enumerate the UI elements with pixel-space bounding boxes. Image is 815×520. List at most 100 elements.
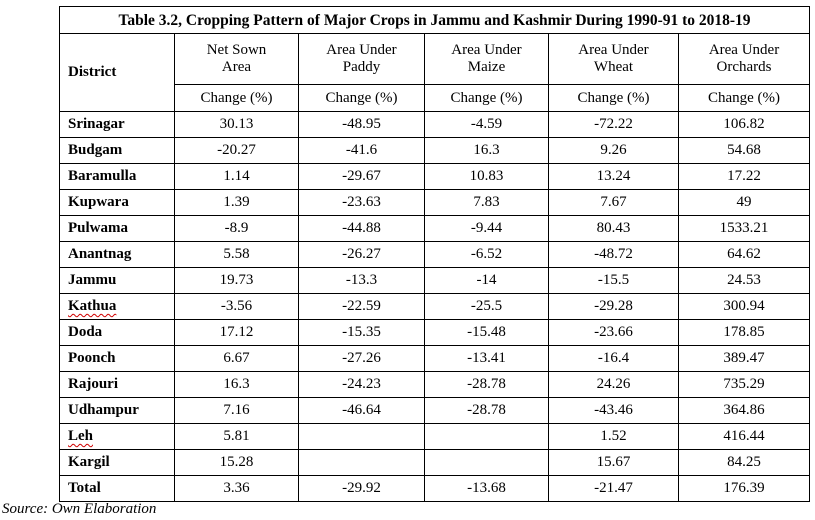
header-line: Maize	[467, 59, 506, 75]
value-cell: -15.48	[424, 319, 549, 346]
table-row: Anantnag 5.58 -26.27 -6.52 -48.72 64.62	[59, 241, 811, 268]
value-cell: 9.26	[548, 137, 679, 164]
value-cell: -28.78	[424, 397, 549, 424]
table-row: Doda 17.12 -15.35 -15.48 -23.66 178.85	[59, 319, 811, 346]
value-cell: -44.88	[298, 215, 425, 242]
value-cell	[424, 423, 549, 450]
header-line: Area Under	[708, 42, 780, 58]
value-cell: 15.28	[174, 449, 299, 476]
value-cell: 1.39	[174, 189, 299, 216]
table-row: Jammu 19.73 -13.3 -14 -15.5 24.53	[59, 267, 811, 294]
value-cell: 176.39	[677, 475, 811, 502]
value-cell: -15.35	[298, 319, 425, 346]
header-line: Orchards	[716, 59, 772, 75]
district-label: Anantnag	[68, 246, 132, 262]
value-cell: 49	[677, 189, 811, 216]
table-row: Udhampur 7.16 -46.64 -28.78 -43.46 364.86	[59, 397, 811, 424]
value-cell: 735.29	[677, 371, 811, 398]
value-cell: 17.12	[174, 319, 299, 346]
header-line: Area	[221, 59, 252, 75]
value-cell: -13.41	[424, 345, 549, 372]
header-line: Area Under	[578, 42, 649, 58]
value-cell: 364.86	[677, 397, 811, 424]
value-cell: -28.78	[424, 371, 549, 398]
value-cell: 17.22	[677, 163, 811, 190]
value-cell: 54.68	[677, 137, 811, 164]
value-cell: 1.14	[174, 163, 299, 190]
value-cell: -13.68	[424, 475, 549, 502]
value-cell: -23.63	[298, 189, 425, 216]
cropping-pattern-table: Table 3.2, Cropping Pattern of Major Cro…	[58, 6, 811, 502]
district-name: Udhampur	[59, 397, 175, 424]
value-cell: 24.26	[548, 371, 679, 398]
district-name: Baramulla	[59, 163, 175, 190]
value-cell: -27.26	[298, 345, 425, 372]
district-label: Leh	[68, 428, 94, 444]
district-label: Jammu	[68, 272, 117, 288]
value-cell	[424, 449, 549, 476]
value-cell: -48.72	[548, 241, 679, 268]
value-cell: 10.83	[424, 163, 549, 190]
value-cell: -20.27	[174, 137, 299, 164]
unit-label: Change (%)	[677, 84, 811, 112]
value-cell: -25.5	[424, 293, 549, 320]
value-cell	[298, 423, 425, 450]
table-row: Total 3.36 -29.92 -13.68 -21.47 176.39	[59, 475, 811, 502]
header-line: Net Sown	[206, 42, 267, 58]
table-row: Rajouri 16.3 -24.23 -28.78 24.26 735.29	[59, 371, 811, 398]
district-label: Budgam	[68, 142, 123, 158]
value-cell: -29.28	[548, 293, 679, 320]
table-title: Table 3.2, Cropping Pattern of Major Cro…	[58, 6, 811, 34]
value-cell: -43.46	[548, 397, 679, 424]
value-cell: 80.43	[548, 215, 679, 242]
unit-label: Change (%)	[424, 84, 549, 112]
value-cell: 5.58	[174, 241, 299, 268]
value-cell: 7.16	[174, 397, 299, 424]
table-row: Kupwara 1.39 -23.63 7.83 7.67 49	[59, 189, 811, 216]
unit-label: Change (%)	[298, 84, 425, 112]
header-line: Paddy	[342, 59, 381, 75]
district-name: Leh	[59, 423, 175, 450]
value-cell: -21.47	[548, 475, 679, 502]
table-row: Pulwama -8.9 -44.88 -9.44 80.43 1533.21	[59, 215, 811, 242]
district-name: Rajouri	[59, 371, 175, 398]
value-cell	[298, 449, 425, 476]
value-cell: -72.22	[548, 111, 679, 138]
value-cell: 15.67	[548, 449, 679, 476]
district-label: Kargil	[68, 454, 110, 470]
value-cell: -22.59	[298, 293, 425, 320]
district-label: Total	[68, 480, 101, 496]
district-label: Srinagar	[68, 116, 125, 132]
district-name: Budgam	[59, 137, 175, 164]
header-line: Area Under	[326, 42, 397, 58]
value-cell: -41.6	[298, 137, 425, 164]
district-name: Jammu	[59, 267, 175, 294]
value-cell: 64.62	[677, 241, 811, 268]
value-cell: -9.44	[424, 215, 549, 242]
value-cell: 13.24	[548, 163, 679, 190]
value-cell: 7.67	[548, 189, 679, 216]
district-name: Poonch	[59, 345, 175, 372]
value-cell: 6.67	[174, 345, 299, 372]
table-row: Leh 5.81 1.52 416.44	[59, 423, 811, 450]
value-cell: 106.82	[677, 111, 811, 138]
district-column-header: District	[59, 33, 175, 112]
value-cell: 5.81	[174, 423, 299, 450]
value-cell: 19.73	[174, 267, 299, 294]
value-cell: -15.5	[548, 267, 679, 294]
value-cell: -16.4	[548, 345, 679, 372]
district-label: Poonch	[68, 350, 116, 366]
district-label: Udhampur	[68, 402, 139, 418]
district-name: Srinagar	[59, 111, 175, 138]
table-row: Kargil 15.28 15.67 84.25	[59, 449, 811, 476]
district-label: Doda	[68, 324, 103, 340]
value-cell: -8.9	[174, 215, 299, 242]
table-row: Kathua -3.56 -22.59 -25.5 -29.28 300.94	[59, 293, 811, 320]
value-cell: 16.3	[424, 137, 549, 164]
value-cell: -24.23	[298, 371, 425, 398]
column-header-maize: Area Under Maize	[424, 33, 549, 85]
value-cell: 1.52	[548, 423, 679, 450]
value-cell: -14	[424, 267, 549, 294]
value-cell: 178.85	[677, 319, 811, 346]
value-cell: -29.67	[298, 163, 425, 190]
